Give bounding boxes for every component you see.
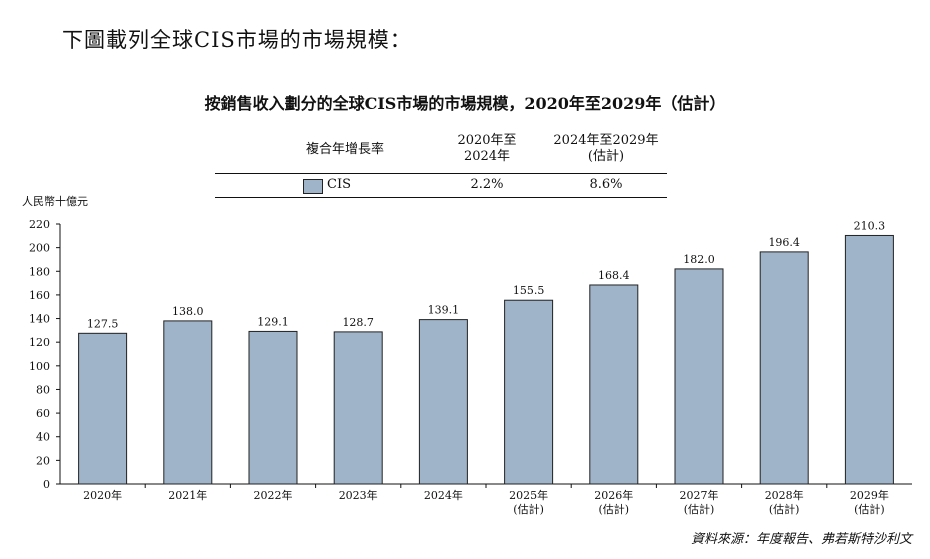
cagr-row-col2: 8.6%: [589, 177, 623, 192]
x-tick-label: 2027年: [680, 488, 719, 502]
cagr-col1-header-line1: 2020年至: [457, 133, 517, 148]
data-label: 138.0: [172, 305, 204, 318]
y-tick-label: 200: [29, 242, 50, 255]
x-tick-label: 2028年: [765, 488, 804, 502]
data-label: 168.4: [598, 269, 630, 282]
data-label: 128.7: [342, 316, 374, 329]
bar-2: [248, 330, 298, 485]
data-label: 182.0: [683, 253, 715, 266]
bar-0: [78, 332, 128, 485]
y-tick-label: 160: [29, 289, 50, 302]
chart-title: 按銷售收入劃分的全球CIS市場的市場規模，2020年至2029年（估計）: [204, 94, 726, 113]
x-tick-sublabel: (估計): [684, 502, 715, 516]
y-axis: 0 20 40 60 80 100 120 140 160 180 200 220: [29, 218, 61, 491]
x-tick-label: 2026年: [594, 488, 633, 502]
data-label: 129.1: [257, 315, 289, 328]
intro-text: 下圖載列全球CIS市場的市場規模：: [62, 28, 412, 52]
cagr-col2-header-line2: (估計): [587, 149, 625, 164]
x-tick-label: 2024年: [424, 488, 463, 502]
source-note: 資料來源：年度報告、弗若斯特沙利文: [690, 532, 912, 547]
data-label: 127.5: [87, 317, 119, 330]
cagr-row-col1: 2.2%: [470, 177, 504, 192]
bar-9: [844, 234, 894, 485]
cagr-header-label: 複合年增長率: [305, 142, 384, 157]
bar-8: [759, 251, 809, 485]
x-tick-label: 2025年: [509, 488, 548, 502]
cagr-col1-header-line2: 2024年: [463, 149, 511, 164]
x-tick-label: 2020年: [83, 488, 122, 502]
bar-1: [163, 320, 213, 485]
y-tick-label: 220: [29, 218, 50, 231]
bar-4: [418, 319, 468, 485]
y-tick-label: 0: [43, 478, 50, 491]
data-label: 155.5: [513, 284, 545, 297]
y-tick-label: 140: [29, 313, 50, 326]
y-tick-label: 120: [29, 336, 50, 349]
bar-series-cis: 127.5 138.0 129.1 128.7 139.1 155.5 168.4 182.0…: [78, 219, 894, 485]
y-tick-label: 100: [29, 360, 50, 373]
y-tick-label: 80: [36, 383, 50, 396]
data-label: 210.3: [854, 219, 886, 232]
bar-3: [333, 331, 383, 485]
x-tick-label: 2023年: [339, 488, 378, 502]
bar-7: [674, 268, 724, 485]
x-tick-label: 2022年: [254, 488, 293, 502]
cagr-table-rule-top: [215, 173, 667, 174]
data-label: 196.4: [768, 236, 800, 249]
y-tick-label: 20: [36, 454, 50, 467]
bar-6: [589, 284, 639, 485]
bar-5: [504, 299, 554, 485]
x-tick-label: 2029年: [850, 488, 889, 502]
x-tick-sublabel: (估計): [599, 502, 630, 516]
x-tick-sublabel: (估計): [854, 502, 885, 516]
cagr-table-rule-bottom: [215, 197, 667, 198]
x-axis: 2020年 2021年 2022年 2023年 2024年 2025年(估計)2026年(…: [60, 483, 912, 516]
y-axis-unit-label: 人民幣十億元: [22, 195, 88, 208]
data-label: 139.1: [428, 304, 460, 317]
cagr-row-label: CIS: [327, 177, 351, 192]
cagr-col2-header-line1: 2024年至2029年: [553, 133, 659, 148]
x-tick-sublabel: (估計): [513, 502, 544, 516]
legend-swatch-cis: [303, 179, 323, 194]
y-tick-label: 180: [29, 265, 50, 278]
y-tick-label: 60: [36, 407, 50, 420]
y-tick-label: 40: [36, 431, 50, 444]
x-tick-sublabel: (估計): [769, 502, 800, 516]
x-tick-label: 2021年: [168, 488, 207, 502]
